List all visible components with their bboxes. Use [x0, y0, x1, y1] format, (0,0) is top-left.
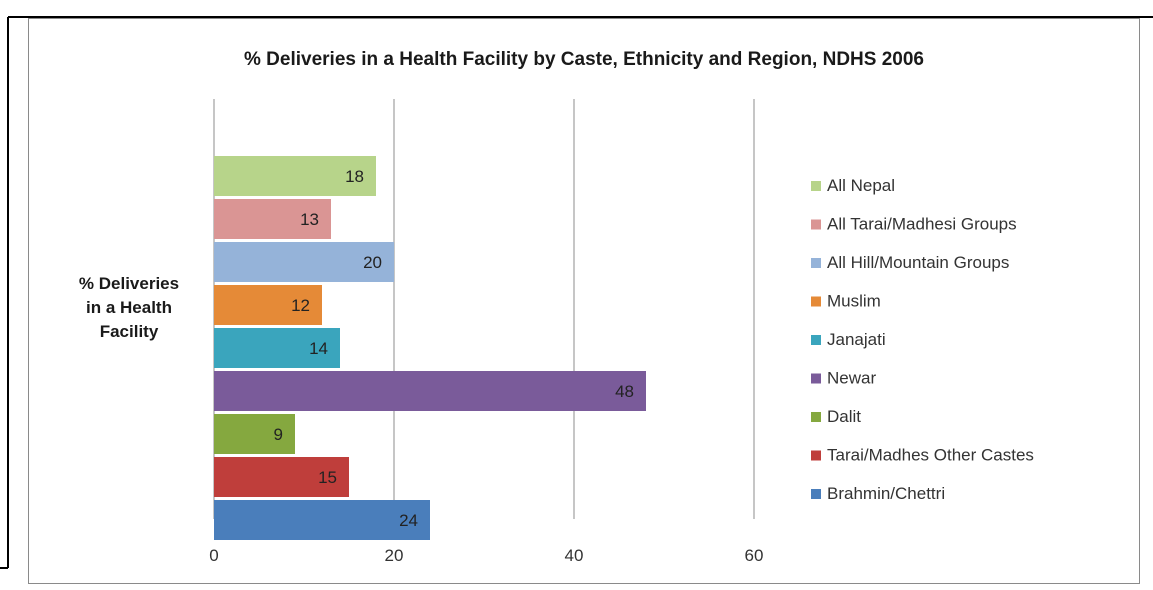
category-axis-label-line: % Deliveries [79, 274, 179, 293]
bar-chart: % Deliveries in a Health Facility by Cas… [79, 49, 1034, 565]
category-axis-label: % Deliveries in a Health Facility [79, 274, 179, 341]
x-tick-label: 0 [209, 546, 218, 565]
bar [214, 371, 646, 411]
category-axis-label-line: in a Health [86, 298, 172, 317]
legend-swatch [811, 373, 821, 384]
bar [214, 285, 322, 325]
legend-swatch [811, 181, 821, 191]
bar [214, 414, 295, 454]
legend-swatch [811, 412, 821, 422]
bar-value-label: 18 [345, 167, 364, 186]
legend-swatch [811, 489, 821, 499]
bar [214, 242, 394, 282]
legend-swatch [811, 296, 821, 307]
legend-swatch [811, 258, 821, 268]
x-tick-label: 40 [565, 546, 584, 565]
bar-value-label: 14 [309, 339, 328, 358]
legend-swatch [811, 219, 821, 230]
bar-value-label: 20 [363, 253, 382, 272]
bar-value-label: 24 [399, 511, 418, 530]
x-tick-label: 20 [385, 546, 404, 565]
legend-label: All Hill/Mountain Groups [827, 253, 1009, 272]
legend-label: Newar [827, 369, 876, 388]
bar-value-label: 9 [274, 425, 283, 444]
x-tick-label: 60 [745, 546, 764, 565]
legend-label: All Nepal [827, 176, 895, 195]
bar [214, 457, 349, 497]
legend-swatch [811, 450, 821, 461]
legend-swatch [811, 335, 821, 345]
bars: 18 13 20 12 14 48 9 15 24 [214, 156, 646, 540]
bar [214, 500, 430, 540]
category-axis-label-line: Facility [100, 322, 159, 341]
bar-value-label: 13 [300, 210, 319, 229]
bar-value-label: 48 [615, 382, 634, 401]
legend-label: Dalit [827, 407, 861, 426]
x-axis-ticks: 0 20 40 60 [209, 546, 763, 565]
bar-value-label: 12 [291, 296, 310, 315]
chart-area: % Deliveries in a Health Facility by Cas… [28, 18, 1140, 584]
legend-label: Brahmin/Chettri [827, 484, 945, 503]
bar-value-label: 15 [318, 468, 337, 487]
bar [214, 328, 340, 368]
legend-label: Muslim [827, 292, 881, 311]
legend-label: All Tarai/Madhesi Groups [827, 215, 1017, 234]
legend-label: Janajati [827, 330, 886, 349]
bar [214, 199, 331, 239]
bar [214, 156, 376, 196]
legend-label: Tarai/Madhes Other Castes [827, 446, 1034, 465]
legend: All Nepal All Tarai/Madhesi Groups All Hil… [811, 176, 1034, 503]
chart-title: % Deliveries in a Health Facility by Cas… [244, 49, 924, 70]
